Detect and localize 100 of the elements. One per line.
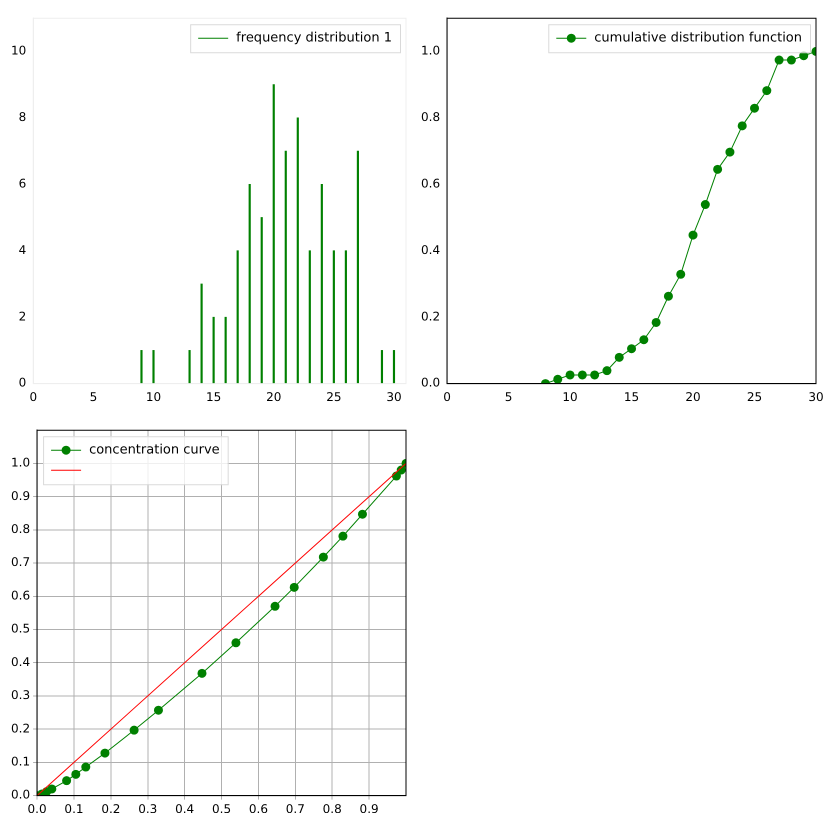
x-tick-label: 15 bbox=[206, 390, 222, 404]
x-tick-label: 25 bbox=[746, 390, 762, 404]
bar bbox=[308, 250, 311, 384]
point bbox=[602, 366, 612, 376]
point bbox=[81, 762, 90, 772]
bar bbox=[224, 316, 227, 384]
y-tick-label: 0.9 bbox=[10, 488, 30, 503]
point bbox=[338, 532, 348, 541]
point bbox=[639, 335, 648, 344]
y-tick-label: 10 bbox=[10, 44, 26, 58]
x-tick-label: 0.0 bbox=[28, 802, 47, 813]
point bbox=[197, 668, 206, 678]
point bbox=[47, 784, 56, 794]
point bbox=[762, 86, 772, 96]
point bbox=[590, 370, 600, 380]
point bbox=[358, 510, 367, 519]
point bbox=[786, 56, 796, 65]
bar bbox=[296, 118, 299, 384]
bar bbox=[260, 217, 263, 384]
point bbox=[713, 164, 722, 174]
x-tick-label: 30 bbox=[386, 390, 402, 404]
point bbox=[578, 370, 587, 380]
bar bbox=[332, 250, 335, 384]
y-tick-label: 0.2 bbox=[10, 721, 30, 736]
y-tick-label: 0.4 bbox=[420, 242, 440, 257]
x-tick-label: 20 bbox=[685, 390, 701, 404]
y-tick-label: 1.0 bbox=[420, 44, 440, 58]
y-tick-label: 0.3 bbox=[10, 688, 30, 702]
point bbox=[627, 344, 636, 354]
x-tick-label: 0.2 bbox=[101, 802, 120, 813]
x-tick-label: 0.1 bbox=[64, 802, 84, 813]
point bbox=[154, 706, 163, 715]
legend-label: frequency distribution 1 bbox=[236, 30, 392, 46]
x-tick-label: 10 bbox=[562, 390, 578, 404]
y-tick-label: 0.8 bbox=[420, 110, 440, 124]
point bbox=[100, 748, 110, 758]
y-tick-label: 0.0 bbox=[420, 376, 440, 390]
y-tick-label: 6 bbox=[18, 176, 26, 190]
bar bbox=[140, 350, 143, 384]
point bbox=[130, 726, 139, 735]
bar bbox=[152, 350, 155, 384]
point bbox=[738, 121, 747, 130]
bar bbox=[356, 150, 359, 384]
x-tick-label: 5 bbox=[504, 390, 512, 404]
point bbox=[652, 318, 661, 327]
x-tick-label: 5 bbox=[90, 390, 98, 404]
x-tick-label: 0 bbox=[443, 390, 451, 404]
x-tick-label: 0.8 bbox=[322, 802, 342, 813]
point bbox=[774, 56, 784, 65]
point bbox=[318, 552, 328, 562]
y-tick-label: 1.0 bbox=[10, 456, 30, 470]
x-tick-label: 0.3 bbox=[138, 802, 158, 813]
point bbox=[566, 370, 575, 380]
bar bbox=[212, 316, 215, 384]
y-tick-label: 0.4 bbox=[10, 654, 30, 669]
point bbox=[231, 638, 240, 648]
bar bbox=[236, 250, 239, 384]
point bbox=[62, 776, 72, 786]
point bbox=[664, 292, 673, 301]
bar bbox=[320, 184, 323, 384]
point bbox=[750, 104, 760, 113]
bar bbox=[380, 350, 384, 384]
bar bbox=[392, 350, 396, 384]
x-tick-label: 0.7 bbox=[286, 802, 305, 813]
point bbox=[270, 602, 280, 611]
y-tick-label: 0.0 bbox=[10, 788, 30, 802]
y-tick-label: 0.1 bbox=[10, 754, 30, 769]
y-tick-label: 2 bbox=[18, 309, 26, 324]
bar bbox=[344, 250, 347, 384]
x-tick-label: 10 bbox=[146, 390, 162, 404]
point bbox=[71, 770, 80, 779]
y-tick-label: 0 bbox=[18, 376, 26, 390]
point bbox=[614, 352, 624, 362]
point bbox=[725, 148, 734, 157]
x-tick-label: 30 bbox=[808, 390, 824, 404]
point bbox=[688, 230, 698, 240]
point bbox=[676, 270, 686, 279]
y-tick-label: 0.7 bbox=[10, 555, 30, 570]
y-tick-label: 4 bbox=[18, 242, 26, 257]
y-tick-label: 8 bbox=[18, 110, 26, 124]
y-tick-label: 0.6 bbox=[10, 588, 30, 602]
x-tick-label: 0.5 bbox=[212, 802, 232, 813]
point bbox=[700, 200, 710, 210]
y-tick-label: 0.5 bbox=[10, 622, 30, 636]
bar bbox=[272, 84, 275, 384]
legend-label: cumulative distribution function bbox=[594, 30, 802, 46]
point bbox=[553, 374, 562, 384]
legend-label: concentration curve bbox=[89, 442, 220, 458]
point bbox=[290, 582, 299, 592]
x-tick-label: 0.6 bbox=[248, 802, 268, 813]
bar bbox=[248, 184, 251, 384]
x-tick-label: 20 bbox=[266, 390, 282, 404]
x-tick-label: 0.9 bbox=[360, 802, 379, 813]
x-tick-label: 15 bbox=[624, 390, 640, 404]
y-tick-label: 0.8 bbox=[10, 522, 30, 536]
bar bbox=[188, 350, 191, 384]
y-tick-label: 0.2 bbox=[420, 309, 440, 324]
y-tick-label: 0.6 bbox=[420, 176, 440, 190]
bar bbox=[284, 150, 287, 384]
bar bbox=[200, 284, 203, 384]
